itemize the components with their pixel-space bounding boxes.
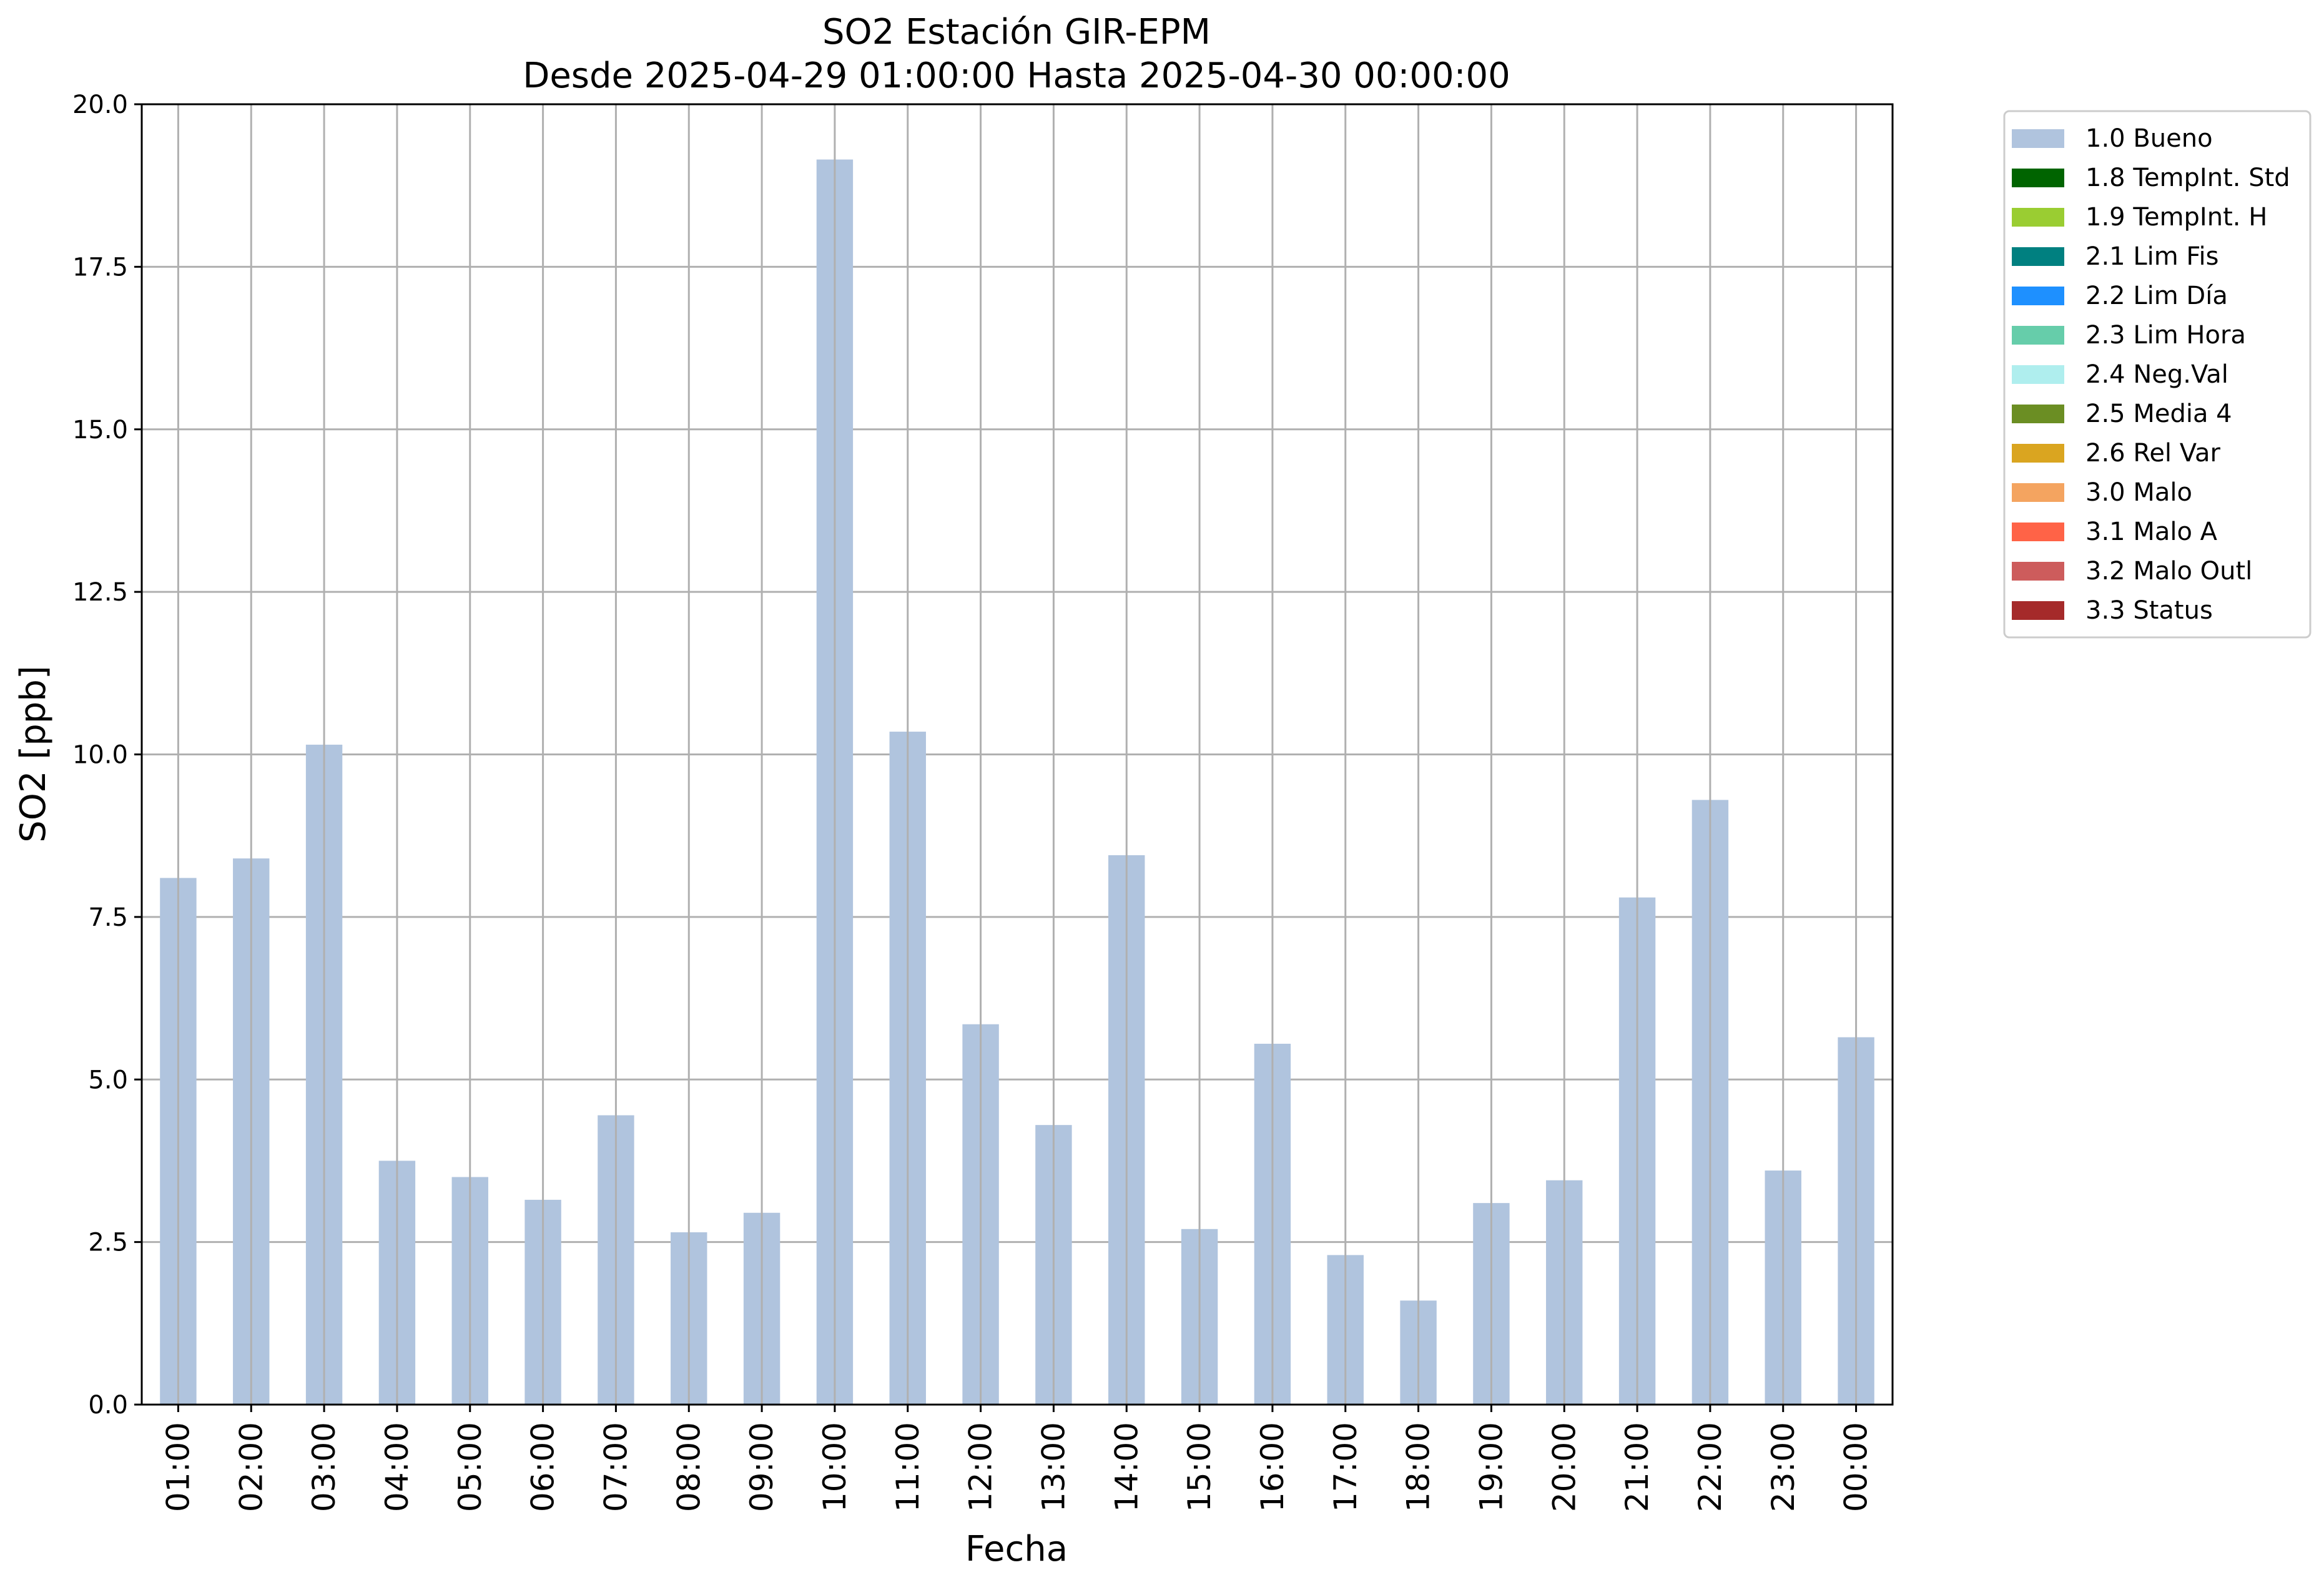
x-tick-label: 18:00 <box>1401 1422 1437 1512</box>
x-tick-label: 13:00 <box>1035 1422 1071 1512</box>
chart-title: SO2 Estación GIR-EPM <box>822 12 1211 52</box>
x-tick-label: 17:00 <box>1327 1422 1364 1512</box>
legend-swatch <box>2012 483 2064 502</box>
legend-swatch <box>2012 208 2064 227</box>
legend-label: 2.3 Lim Hora <box>2085 321 2246 350</box>
x-tick-label: 03:00 <box>306 1422 342 1512</box>
legend-swatch <box>2012 287 2064 305</box>
x-tick-label: 15:00 <box>1181 1422 1218 1512</box>
chart-subtitle: Desde 2025-04-29 01:00:00 Hasta 2025-04-… <box>523 56 1510 96</box>
legend-swatch <box>2012 562 2064 581</box>
y-tick-label: 10.0 <box>72 741 128 770</box>
legend-label: 2.6 Rel Var <box>2085 439 2221 468</box>
x-tick-label: 02:00 <box>233 1422 269 1512</box>
x-tick-label: 04:00 <box>379 1422 415 1512</box>
legend-swatch <box>2012 523 2064 541</box>
legend-label: 2.2 Lim Día <box>2085 282 2228 310</box>
x-tick-label: 23:00 <box>1765 1422 1801 1512</box>
x-tick-label: 12:00 <box>963 1422 999 1512</box>
x-tick-label: 05:00 <box>452 1422 488 1512</box>
legend-label: 1.8 TempInt. Std <box>2085 164 2290 192</box>
legend-swatch <box>2012 169 2064 187</box>
legend-label: 3.3 Status <box>2085 596 2213 625</box>
legend-swatch <box>2012 365 2064 384</box>
bars-layer <box>160 159 1874 1405</box>
y-tick-label: 15.0 <box>72 416 128 444</box>
x-axis: 01:00 02:00 03:00 04:00 05:00 06:00 07:00 08:00… <box>160 1405 1874 1512</box>
x-axis-label: Fecha <box>965 1529 1068 1569</box>
legend-label: 3.0 Malo <box>2085 478 2192 507</box>
legend-label: 2.1 Lim Fis <box>2085 242 2218 271</box>
y-tick-label: 0.0 <box>88 1391 128 1420</box>
x-tick-label: 11:00 <box>890 1422 926 1512</box>
x-tick-label: 00:00 <box>1838 1422 1874 1512</box>
legend: 1.0 Bueno 1.8 TempInt. Std 1.9 TempInt. H 2… <box>2003 110 2312 639</box>
x-tick-label: 08:00 <box>671 1422 707 1512</box>
x-tick-label: 01:00 <box>160 1422 196 1512</box>
legend-label: 2.5 Media 4 <box>2085 400 2232 428</box>
y-tick-label: 7.5 <box>88 903 128 932</box>
y-axis: 0.0 2.5 5.0 7.5 10.0 12.5 15.0 17.5 20.0 <box>72 91 142 1420</box>
y-tick-label: 12.5 <box>72 578 128 607</box>
legend-swatch <box>2012 326 2064 345</box>
y-tick-label: 2.5 <box>88 1229 128 1257</box>
legend-label: 2.4 Neg.Val <box>2085 360 2228 389</box>
x-tick-label: 07:00 <box>598 1422 634 1512</box>
y-tick-label: 5.0 <box>88 1066 128 1094</box>
x-tick-label: 22:00 <box>1692 1422 1728 1512</box>
legend-swatch <box>2012 247 2064 266</box>
legend-label: 3.2 Malo Outl <box>2085 557 2252 586</box>
legend-swatch <box>2012 405 2064 423</box>
y-axis-label: SO2 [ppb] <box>13 665 54 842</box>
legend-swatch <box>2012 601 2064 620</box>
legend-label: 1.9 TempInt. H <box>2085 203 2267 232</box>
legend-label: 1.0 Bueno <box>2085 124 2213 153</box>
legend-label: 3.1 Malo A <box>2085 518 2218 546</box>
legend-frame <box>2003 110 2312 639</box>
legend-swatch <box>2012 444 2064 463</box>
y-tick-label: 17.5 <box>72 253 128 282</box>
y-tick-label: 20.0 <box>72 91 128 119</box>
x-tick-label: 19:00 <box>1473 1422 1509 1512</box>
x-tick-label: 20:00 <box>1546 1422 1582 1512</box>
x-tick-label: 14:00 <box>1108 1422 1145 1512</box>
x-tick-label: 10:00 <box>817 1422 853 1512</box>
x-tick-label: 06:00 <box>525 1422 561 1512</box>
legend-swatch <box>2012 129 2064 148</box>
x-grid-layer <box>177 104 1858 1405</box>
x-tick-label: 16:00 <box>1254 1422 1291 1512</box>
x-tick-label: 21:00 <box>1619 1422 1655 1512</box>
x-tick-label: 09:00 <box>744 1422 780 1512</box>
